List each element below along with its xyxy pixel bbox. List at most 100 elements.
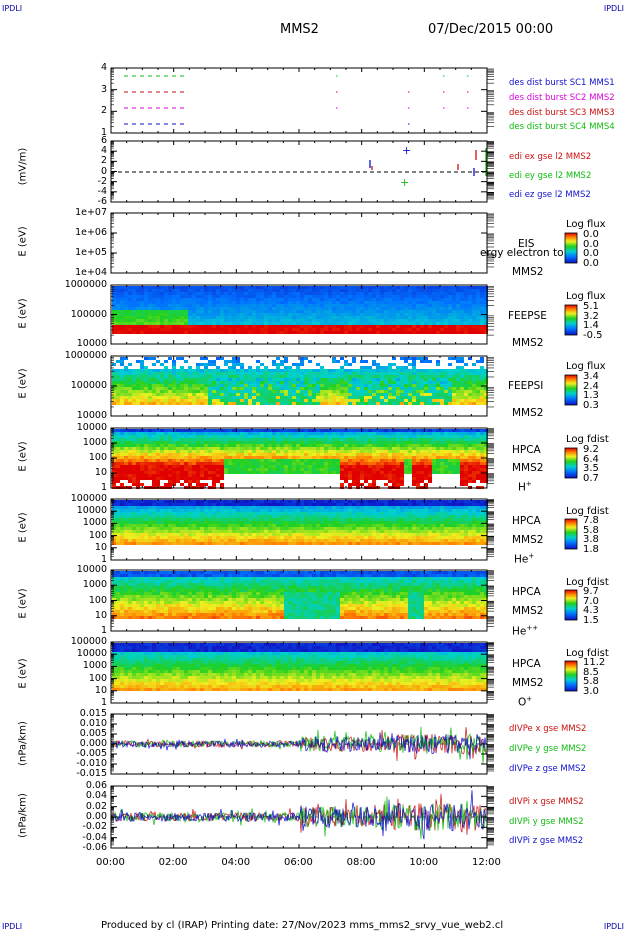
spectrogram-cell [420,381,424,384]
spectrogram-cell [208,369,212,372]
spectrogram-cell [280,325,284,328]
spectrogram-cell [204,310,208,313]
spectrogram-cell [124,536,128,539]
spectrogram-cell [124,503,128,506]
spectrogram-cell [256,444,260,447]
spectrogram-cell [116,509,120,512]
spectrogram-cell [232,396,236,399]
spectrogram-cell [164,542,168,545]
spectrogram-cell [404,435,408,438]
spectrogram-cell [176,506,180,509]
spectrogram-cell [248,432,252,435]
spectrogram-cell [460,372,464,375]
spectrogram-cell [144,450,148,453]
spectrogram-cell [208,298,212,301]
spectrogram-cell [420,301,424,304]
spectrogram-cell [156,500,160,503]
spectrogram-cell [448,402,452,405]
spectrogram-cell [360,369,364,372]
spectrogram-cell [456,468,460,471]
spectrogram-cell [128,524,132,527]
spectrogram-cell [340,378,344,381]
spectrogram-cell [332,295,336,298]
spectrogram-cell [256,393,260,396]
spectrogram-cell [224,465,228,468]
spectrogram-cell [232,357,236,360]
spectrogram-cell [220,313,224,316]
spectrogram-cell [284,384,288,387]
spectrogram-cell [264,441,268,444]
spectrogram-cell [320,435,324,438]
spectrogram-cell [348,399,352,402]
spectrogram-cell [216,438,220,441]
spectrogram-cell [160,331,164,334]
spectrogram-cell [352,357,356,360]
spectrogram-cell [172,536,176,539]
spectrogram-cell [296,375,300,378]
spectrogram-cell [368,289,372,292]
spectrogram-cell [188,474,192,477]
spectrogram-cell [468,310,472,313]
spectrogram-cell [112,503,116,506]
spectrogram-cell [472,375,476,378]
spectrogram-cell [416,375,420,378]
spectrogram-cell [128,459,132,462]
spectrogram-cell [192,310,196,313]
spectrogram-cell [144,468,148,471]
spectrogram-cell [388,372,392,375]
spectrogram-cell [220,521,224,524]
spectrogram-cell [120,331,124,334]
spectrogram-cell [264,393,268,396]
spectrogram-cell [464,429,468,432]
spectrogram-cell [236,384,240,387]
spectrogram-cell [344,450,348,453]
spectrogram-cell [216,447,220,450]
spectrogram-cell [484,462,488,465]
spectrogram-cell [292,369,296,372]
spectrogram-cell [172,465,176,468]
spectrogram-cell [132,304,136,307]
spectrogram-cell [344,378,348,381]
spectrogram-cell [200,292,204,295]
spectrogram-cell [156,378,160,381]
spectrogram-cell [120,399,124,402]
spectrogram-cell [348,372,352,375]
spectrogram-cell [136,453,140,456]
spectrogram-cell [220,471,224,474]
spectrogram-cell [208,477,212,480]
spectrogram-cell [304,384,308,387]
spectrogram-cell [264,396,268,399]
spectrogram-cell [420,447,424,450]
spectrogram-cell [344,438,348,441]
spectrogram-cell [128,381,132,384]
spectrogram-cell [468,477,472,480]
spectrogram-cell [276,381,280,384]
spectrogram-cell [268,471,272,474]
spectrogram-cell [388,474,392,477]
spectrogram-cell [148,515,152,518]
spectrogram-cell [316,435,320,438]
spectrogram-cell [236,512,240,515]
spectrogram-cell [468,384,472,387]
spectrogram-cell [124,387,128,390]
spectrogram-cell [264,316,268,319]
spectrogram-cell [212,500,216,503]
spectrogram-cell [176,518,180,521]
spectrogram-cell [424,456,428,459]
spectrogram-cell [244,468,248,471]
spectrogram-cell [480,298,484,301]
spectrogram-cell [160,325,164,328]
spectrogram-cell [136,378,140,381]
spectrogram-cell [188,462,192,465]
spectrogram-cell [240,509,244,512]
spectrogram-cell [164,500,168,503]
spectrogram-cell [456,366,460,369]
spectrogram-cell [420,316,424,319]
spectrogram-cell [280,319,284,322]
spectrogram-cell [152,375,156,378]
spectrogram-cell [188,533,192,536]
spectrogram-cell [240,432,244,435]
spectrogram-cell [140,331,144,334]
spectrogram-cell [156,456,160,459]
spectrogram-cell [148,459,152,462]
